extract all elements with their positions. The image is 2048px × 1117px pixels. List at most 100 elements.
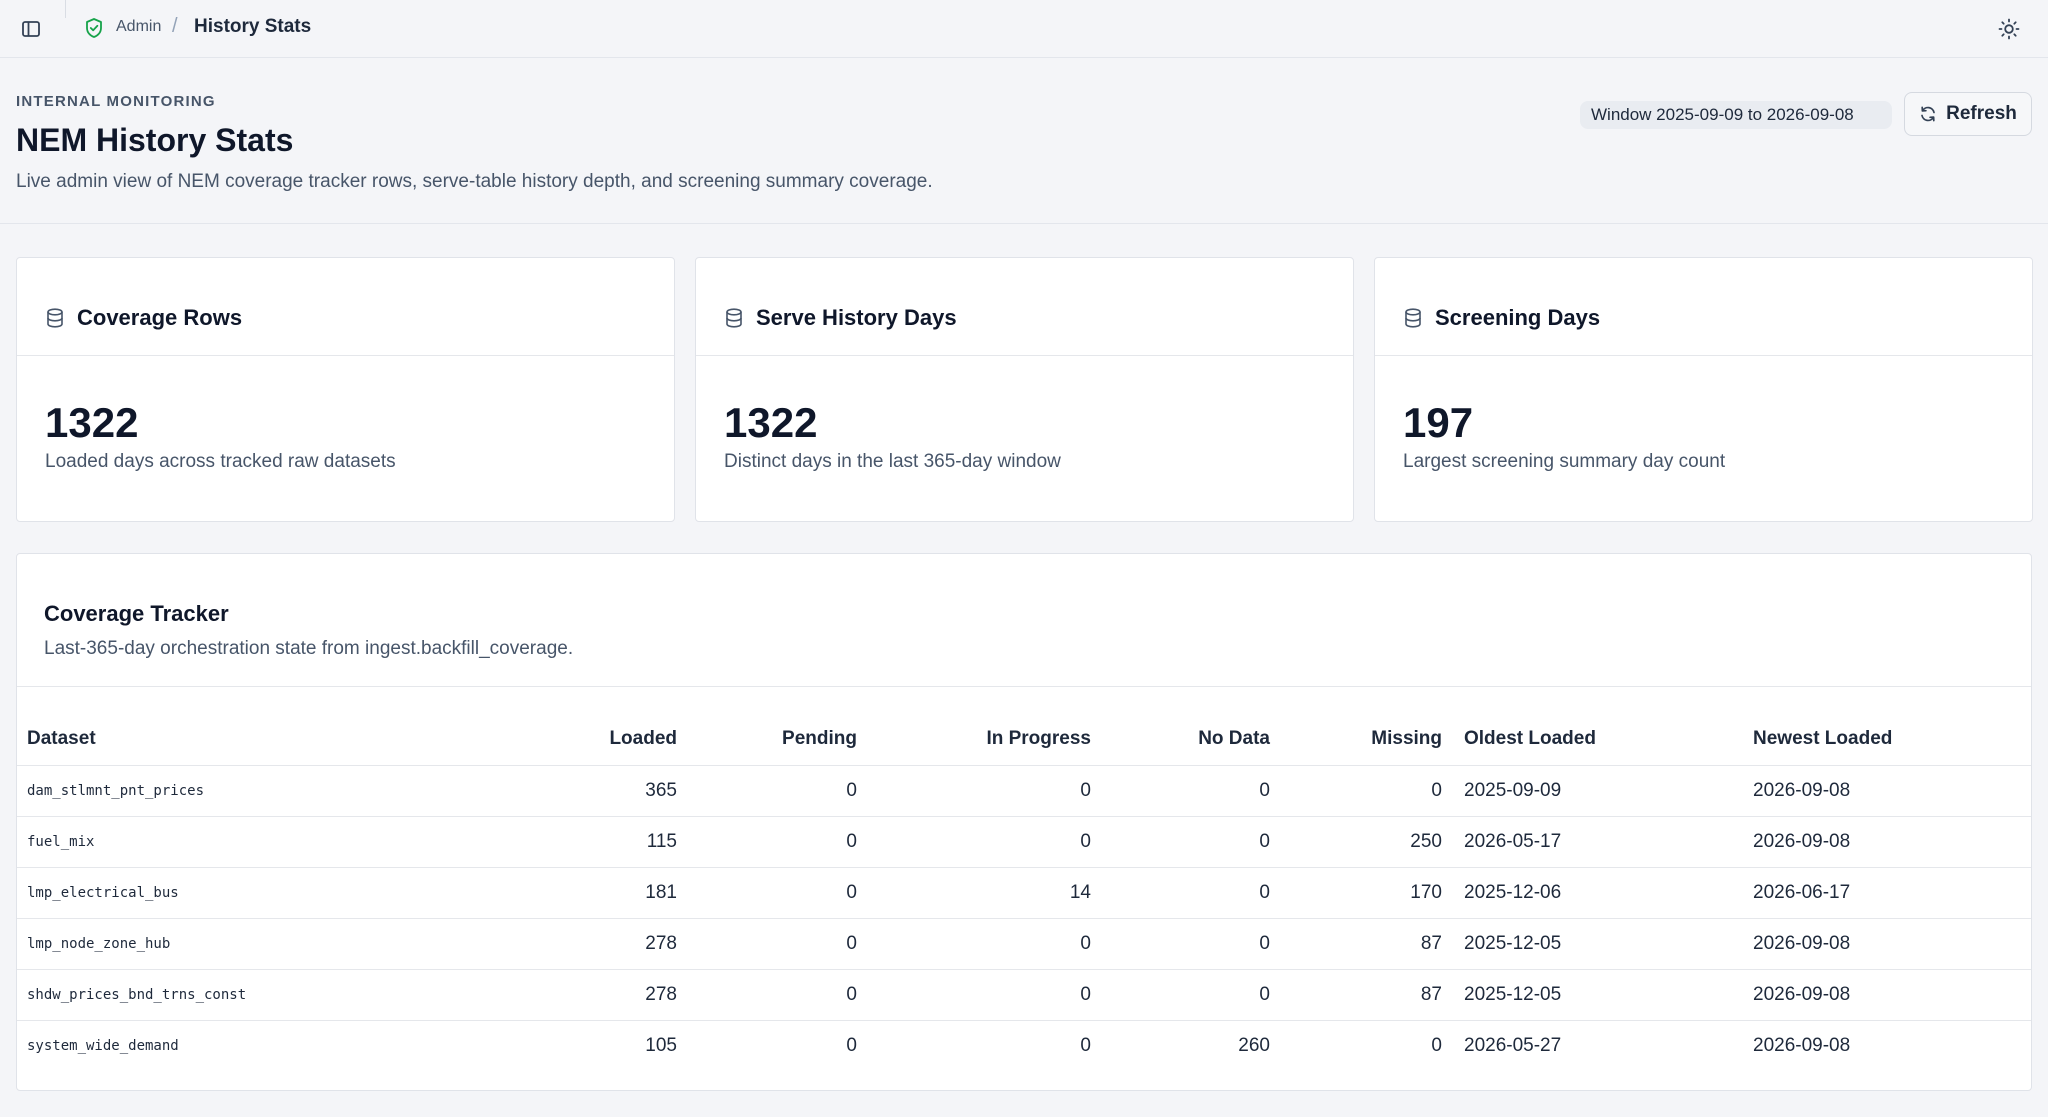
cell-loaded: 181 xyxy=(397,867,677,919)
page-eyebrow: INTERNAL MONITORING xyxy=(16,93,216,110)
cell-in-progress: 0 xyxy=(857,918,1091,970)
column-header-missing[interactable]: Missing xyxy=(1270,687,1442,766)
cell-dataset: lmp_electrical_bus xyxy=(17,867,397,919)
cell-missing: 170 xyxy=(1270,867,1442,919)
table-row: shdw_prices_bnd_trns_const 278 0 0 0 87 … xyxy=(17,969,2031,1021)
topbar-divider xyxy=(65,0,66,18)
stat-card-screening-days: Screening Days 197 Largest screening sum… xyxy=(1374,257,2033,522)
cell-in-progress: 0 xyxy=(1080,1034,1091,1056)
table-header-row: Dataset Loaded Pending In Progress No Da… xyxy=(17,687,2031,766)
tracker-description: Last-365-day orchestration state from in… xyxy=(44,638,574,659)
card-title: Screening Days xyxy=(1435,305,1601,330)
column-header-in-progress[interactable]: In Progress xyxy=(857,687,1091,766)
cell-no-data: 260 xyxy=(1238,1034,1270,1056)
breadcrumb-current: History Stats xyxy=(194,16,312,37)
breadcrumb-separator: / xyxy=(172,15,178,37)
cell-newest-loaded: 2026-09-08 xyxy=(1731,969,2031,1021)
cell-pending: 0 xyxy=(846,1034,857,1056)
cell-pending: 0 xyxy=(677,816,857,868)
card-caption: Loaded days across tracked raw datasets xyxy=(45,451,396,472)
refresh-label: Refresh xyxy=(1946,103,2017,124)
table-row: fuel_mix 115 0 0 0 250 2026-05-17 2026-0… xyxy=(17,816,2031,868)
cell-no-data: 0 xyxy=(1091,816,1270,868)
table-row: lmp_node_zone_hub 278 0 0 0 87 2025-12-0… xyxy=(17,918,2031,970)
cell-loaded: 278 xyxy=(397,969,677,1021)
cell-oldest-loaded: 2025-12-06 xyxy=(1442,867,1731,919)
cell-missing: 87 xyxy=(1270,918,1442,970)
cell-loaded: 105 xyxy=(645,1034,677,1056)
header-divider xyxy=(0,223,2048,224)
cell-pending: 0 xyxy=(677,969,857,1021)
shield-check-icon xyxy=(86,18,102,38)
database-icon xyxy=(726,308,742,328)
cell-loaded: 115 xyxy=(397,816,677,868)
table-row: system_wide_demand 105 0 0 260 0 2026-05… xyxy=(17,1020,2031,1071)
card-value: 1322 xyxy=(724,399,818,446)
column-header-loaded[interactable]: Loaded xyxy=(397,687,677,766)
card-title: Coverage Rows xyxy=(77,305,243,330)
page-title: NEM History Stats xyxy=(16,122,294,158)
top-bar: Admin / History Stats xyxy=(0,0,2048,58)
breadcrumb-admin-link[interactable]: Admin xyxy=(116,18,162,35)
cell-loaded: 278 xyxy=(397,918,677,970)
card-value: 1322 xyxy=(45,399,139,446)
stat-card-serve-history-days: Serve History Days 1322 Distinct days in… xyxy=(695,257,1354,522)
table-row: lmp_electrical_bus 181 0 14 0 170 2025-1… xyxy=(17,867,2031,919)
coverage-table: Dataset Loaded Pending In Progress No Da… xyxy=(17,687,2031,1071)
cell-in-progress: 0 xyxy=(857,765,1091,817)
cell-newest-loaded: 2026-09-08 xyxy=(1731,765,2031,817)
cell-oldest-loaded: 2026-05-17 xyxy=(1442,816,1731,868)
cell-missing: 0 xyxy=(1270,765,1442,817)
refresh-icon xyxy=(1921,106,1935,122)
sidebar-panel-icon xyxy=(22,21,40,37)
cell-pending: 0 xyxy=(677,918,857,970)
column-header-oldest-loaded[interactable]: Oldest Loaded xyxy=(1442,687,1731,766)
column-header-dataset[interactable]: Dataset xyxy=(17,687,397,766)
cell-loaded: 365 xyxy=(397,765,677,817)
cell-newest-loaded: 2026-09-08 xyxy=(1731,816,2031,868)
coverage-tracker-card: Coverage Tracker Last-365-day orchestrat… xyxy=(16,553,2032,1091)
cell-dataset: system_wide_demand xyxy=(27,1037,179,1054)
database-icon xyxy=(47,308,63,328)
cell-oldest-loaded: 2026-05-27 xyxy=(1464,1034,1562,1056)
stat-card-coverage-rows: Coverage Rows 1322 Loaded days across tr… xyxy=(16,257,675,522)
cell-in-progress: 14 xyxy=(857,867,1091,919)
cell-oldest-loaded: 2025-09-09 xyxy=(1442,765,1731,817)
cell-missing: 250 xyxy=(1270,816,1442,868)
table-row: dam_stlmnt_pnt_prices 365 0 0 0 0 2025-0… xyxy=(17,765,2031,817)
card-value: 197 xyxy=(1403,399,1474,446)
cell-newest-loaded: 2026-06-17 xyxy=(1731,867,2031,919)
card-caption: Largest screening summary day count xyxy=(1403,451,1726,472)
cell-oldest-loaded: 2025-12-05 xyxy=(1442,918,1731,970)
page-description: Live admin view of NEM coverage tracker … xyxy=(16,171,933,192)
column-header-no-data[interactable]: No Data xyxy=(1091,687,1270,766)
column-header-pending[interactable]: Pending xyxy=(677,687,857,766)
refresh-button[interactable]: Refresh xyxy=(1904,92,2032,136)
sidebar-toggle-button[interactable] xyxy=(16,14,46,44)
cell-oldest-loaded: 2025-12-05 xyxy=(1442,969,1731,1021)
cell-no-data: 0 xyxy=(1091,969,1270,1021)
cell-dataset: lmp_node_zone_hub xyxy=(17,918,397,970)
cell-no-data: 0 xyxy=(1091,918,1270,970)
theme-toggle-button[interactable] xyxy=(1994,14,2024,44)
cell-dataset: dam_stlmnt_pnt_prices xyxy=(17,765,397,817)
window-badge: Window 2025-09-09 to 2026-09-08 xyxy=(1580,101,1892,129)
column-header-newest-loaded[interactable]: Newest Loaded xyxy=(1731,687,2031,766)
card-title: Serve History Days xyxy=(756,305,957,330)
card-caption: Distinct days in the last 365-day window xyxy=(724,451,1061,472)
cell-newest-loaded: 2026-09-08 xyxy=(1731,918,2031,970)
cell-dataset: fuel_mix xyxy=(17,816,397,868)
cell-missing: 0 xyxy=(1431,1034,1442,1056)
tracker-title: Coverage Tracker xyxy=(44,601,229,626)
sun-icon xyxy=(1998,18,2020,40)
cell-in-progress: 0 xyxy=(857,969,1091,1021)
cell-dataset: shdw_prices_bnd_trns_const xyxy=(17,969,397,1021)
cell-missing: 87 xyxy=(1270,969,1442,1021)
cell-in-progress: 0 xyxy=(857,816,1091,868)
cell-newest-loaded: 2026-09-08 xyxy=(1753,1034,1851,1056)
cell-pending: 0 xyxy=(677,867,857,919)
cell-pending: 0 xyxy=(677,765,857,817)
cell-no-data: 0 xyxy=(1091,867,1270,919)
database-icon xyxy=(1405,308,1421,328)
cell-no-data: 0 xyxy=(1091,765,1270,817)
